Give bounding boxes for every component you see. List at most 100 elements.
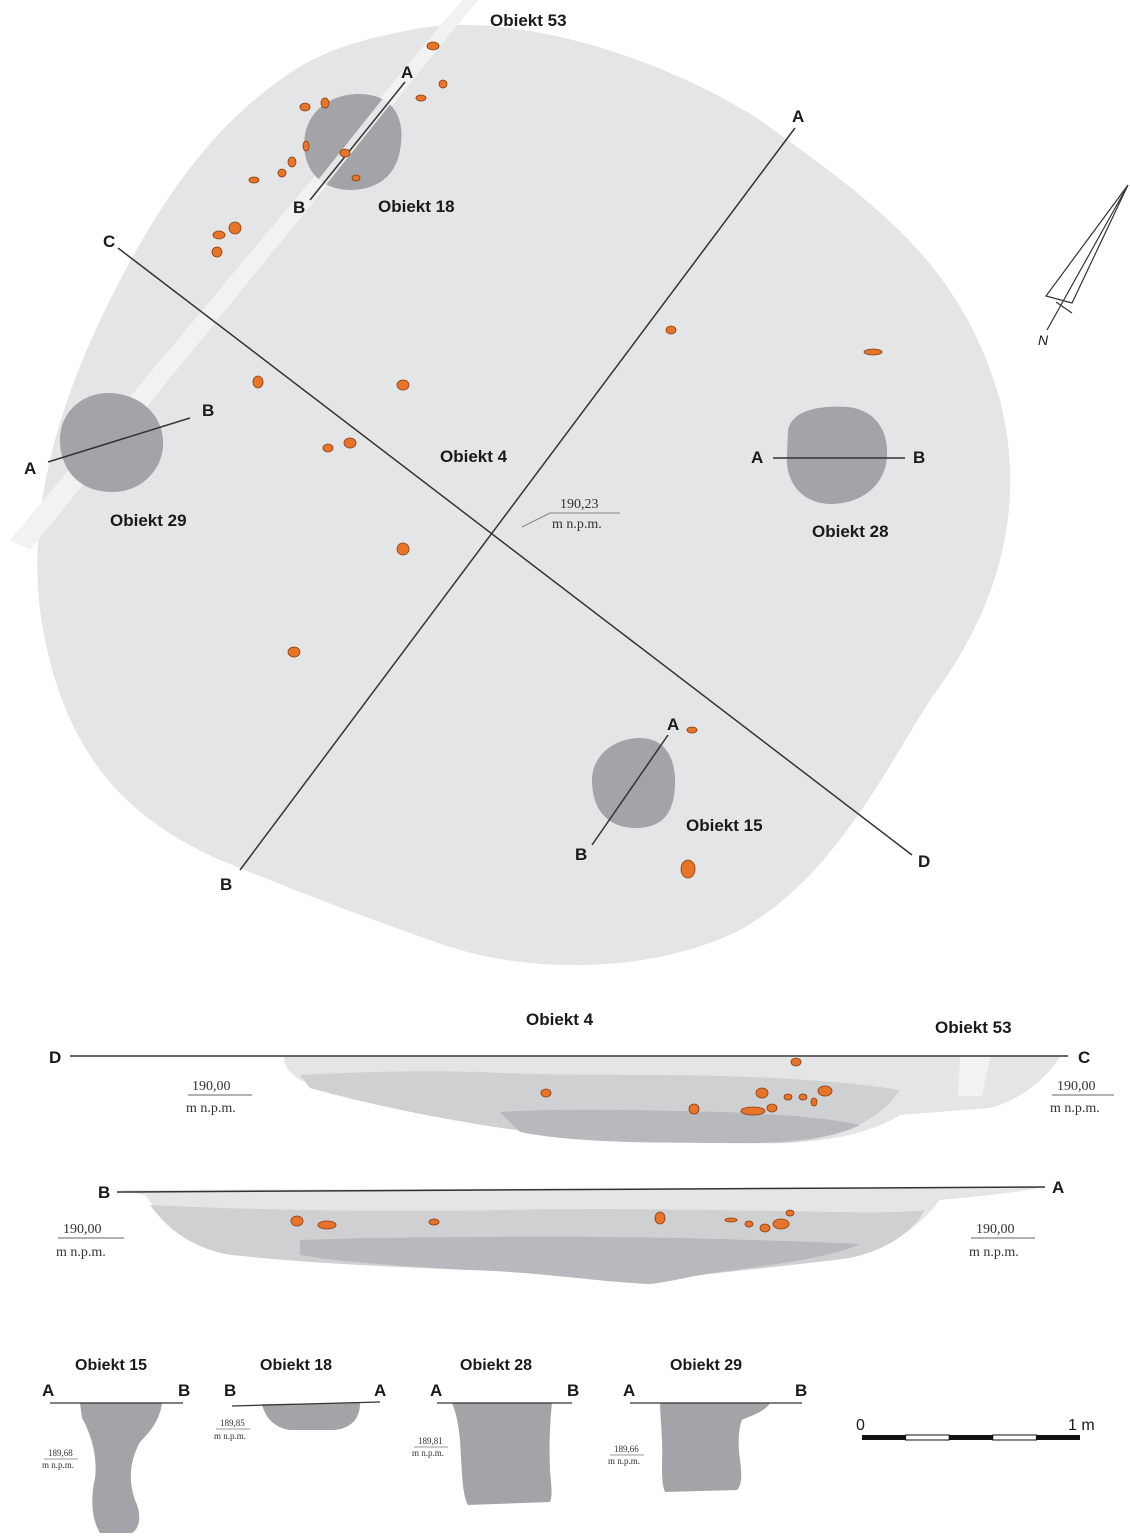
label-obiekt-29: Obiekt 29	[110, 511, 187, 530]
small-section-left-letter: A	[430, 1381, 442, 1400]
stone	[817, 1085, 833, 1097]
stone	[688, 1103, 700, 1115]
stone	[211, 246, 223, 258]
small-section-left-letter: B	[224, 1381, 236, 1400]
section-letter-d: D	[49, 1048, 61, 1067]
letter-a-28: A	[751, 448, 763, 467]
section-ba-right-elev-value: 190,00	[976, 1222, 1015, 1237]
small-section-obiekt-18: Obiekt 18 B A 189,85 m n.p.m.	[214, 1357, 386, 1441]
stone	[759, 1223, 771, 1233]
small-section-elev-value: 189,85	[220, 1418, 245, 1428]
section-letter-a: A	[1052, 1178, 1064, 1197]
letter-a-18: A	[401, 63, 413, 82]
small-section-elev-value: 189,68	[48, 1448, 73, 1458]
stone	[396, 379, 410, 391]
small-section-elev-value: 189,66	[614, 1444, 639, 1454]
section-ba-line	[116, 1186, 1046, 1193]
scale-end-label: 1 m	[1068, 1417, 1095, 1434]
small-section-elev-unit: m n.p.m.	[214, 1431, 246, 1441]
stone	[810, 1097, 818, 1107]
small-section-feature	[452, 1403, 552, 1505]
obiekt-28-feature	[786, 406, 888, 504]
section-dc-stones	[540, 1057, 833, 1116]
small-section-elev-value: 189,81	[418, 1436, 443, 1446]
small-section-ground-line	[231, 1401, 381, 1407]
section-dc-left-elev-value: 190,00	[192, 1079, 231, 1094]
stone	[322, 443, 334, 453]
stone	[740, 1106, 766, 1116]
stone	[785, 1209, 795, 1217]
plan-stones	[211, 41, 883, 879]
stone	[351, 174, 361, 182]
stone	[287, 646, 301, 658]
section-b-a: B A 190,00 m n.p.m. 190,00 m n.p.m.	[56, 1178, 1064, 1284]
stone	[772, 1218, 790, 1230]
letter-b-18: B	[293, 198, 305, 217]
small-section-title: Obiekt 18	[260, 1357, 332, 1374]
section-title-obiekt-4: Obiekt 4	[526, 1010, 594, 1029]
section-ba-stones	[290, 1209, 795, 1233]
stone	[343, 437, 357, 449]
small-section-obiekt-29: Obiekt 29 A B 189,66 m n.p.m.	[608, 1357, 807, 1492]
letter-b-main: B	[220, 875, 232, 894]
small-section-feature	[80, 1403, 162, 1533]
section-dc-dark-fill	[500, 1109, 860, 1144]
letter-c-main: C	[103, 232, 115, 251]
stone	[428, 1218, 440, 1226]
small-section-left-letter: A	[42, 1381, 54, 1400]
small-section-elev-unit: m n.p.m.	[412, 1448, 444, 1458]
section-dc-right-elev-value: 190,00	[1057, 1079, 1096, 1094]
stone	[654, 1211, 666, 1225]
stone	[320, 97, 330, 109]
stone	[755, 1087, 769, 1099]
scale-bar: 0 1 m	[856, 1417, 1095, 1441]
section-ba-left-elev-unit: m n.p.m.	[56, 1245, 106, 1260]
stone	[396, 542, 410, 556]
section-ba-dark-fill	[300, 1236, 860, 1284]
small-section-left-letter: A	[623, 1381, 635, 1400]
north-arrow	[1044, 184, 1129, 331]
letter-d-main: D	[918, 852, 930, 871]
section-letter-c: C	[1078, 1048, 1090, 1067]
stone	[438, 79, 448, 89]
stone	[317, 1220, 337, 1230]
small-section-title: Obiekt 15	[75, 1357, 147, 1374]
small-section-feature	[262, 1403, 360, 1430]
plan-view: Obiekt 53 Obiekt 18 Obiekt 4 Obiekt 29 O…	[10, 0, 1129, 966]
plan-section-lines	[47, 81, 913, 871]
section-dc-right-elev-unit: m n.p.m.	[1050, 1101, 1100, 1116]
stone	[302, 140, 310, 152]
section-dc-obiekt-53-strip	[958, 1057, 990, 1096]
small-section-obiekt-28: Obiekt 28 A B 189,81 m n.p.m.	[412, 1357, 579, 1505]
stone	[339, 148, 351, 158]
obiekt-15-feature	[592, 738, 676, 828]
stone	[783, 1093, 793, 1101]
label-obiekt-15: Obiekt 15	[686, 816, 763, 835]
stone	[248, 176, 260, 184]
plan-elevation-value: 190,23	[560, 497, 599, 512]
stone	[287, 156, 297, 168]
small-section-obiekt-15: Obiekt 15 A B 189,68 m n.p.m.	[42, 1357, 190, 1533]
letter-b-29: B	[202, 401, 214, 420]
stone	[798, 1093, 808, 1101]
small-section-right-letter: A	[374, 1381, 386, 1400]
small-section-title: Obiekt 29	[670, 1357, 742, 1374]
label-obiekt-28: Obiekt 28	[812, 522, 889, 541]
letter-a-main: A	[792, 107, 804, 126]
section-d-c: Obiekt 4 Obiekt 53 D C 190,00 m n.p.m. 1…	[49, 1010, 1114, 1144]
stone	[212, 230, 226, 240]
north-label: N	[1038, 332, 1049, 348]
plan-elevation-unit: m n.p.m.	[552, 517, 602, 532]
stone	[790, 1057, 802, 1067]
small-section-feature	[660, 1403, 770, 1492]
stone	[277, 168, 287, 178]
stone	[686, 726, 698, 734]
letter-a-29: A	[24, 459, 36, 478]
stone	[540, 1088, 552, 1098]
stone	[426, 41, 440, 51]
stone	[863, 348, 883, 356]
small-section-title: Obiekt 28	[460, 1357, 532, 1374]
label-obiekt-4: Obiekt 4	[440, 447, 508, 466]
letter-a-15: A	[667, 715, 679, 734]
